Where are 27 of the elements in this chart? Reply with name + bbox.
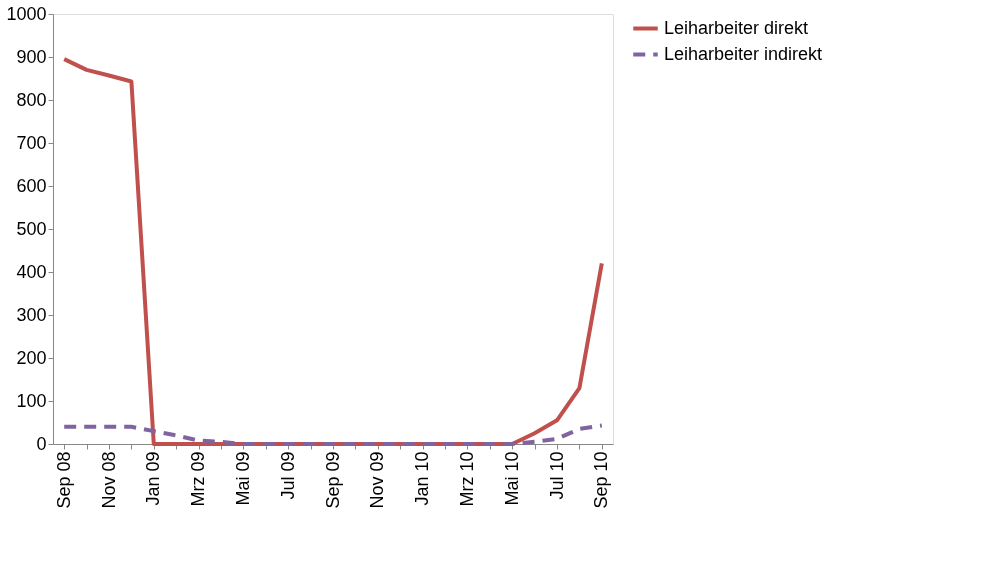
x-tick-label: Mrz 10 xyxy=(456,451,477,507)
x-tick-label: Mai 09 xyxy=(232,451,253,506)
y-tick-label: 500 xyxy=(16,218,47,239)
y-tick-label: 400 xyxy=(16,261,47,282)
y-tick-label: 1000 xyxy=(6,3,47,24)
x-tick-label: Jan 10 xyxy=(412,451,433,506)
x-tick-label: Nov 08 xyxy=(98,451,119,509)
line-series xyxy=(62,423,604,446)
y-tick-label: 600 xyxy=(16,175,47,196)
y-tick-label: 700 xyxy=(16,132,47,153)
x-tick-label: Nov 09 xyxy=(367,451,388,509)
x-tick-label: Mrz 09 xyxy=(188,451,209,507)
x-tick-label: Jul 10 xyxy=(546,451,567,500)
x-tick-label: Mai 10 xyxy=(501,451,522,506)
x-tick-label: Sep 08 xyxy=(53,451,74,509)
x-tick-label: Jan 09 xyxy=(143,451,164,506)
x-tick-label: Jul 09 xyxy=(277,451,298,500)
x-tick-label: Sep 10 xyxy=(591,451,612,509)
y-tick-label: 0 xyxy=(36,433,47,454)
y-tick-label: 900 xyxy=(16,46,47,67)
y-tick-label: 200 xyxy=(16,347,47,368)
y-tick-label: 300 xyxy=(16,304,47,325)
legend-label: Leiharbeiter direkt xyxy=(664,17,809,38)
y-tick-label: 100 xyxy=(16,390,47,411)
legend-label: Leiharbeiter indirekt xyxy=(664,43,823,64)
y-tick-label: 800 xyxy=(16,89,47,110)
x-tick-label: Sep 09 xyxy=(322,451,343,509)
